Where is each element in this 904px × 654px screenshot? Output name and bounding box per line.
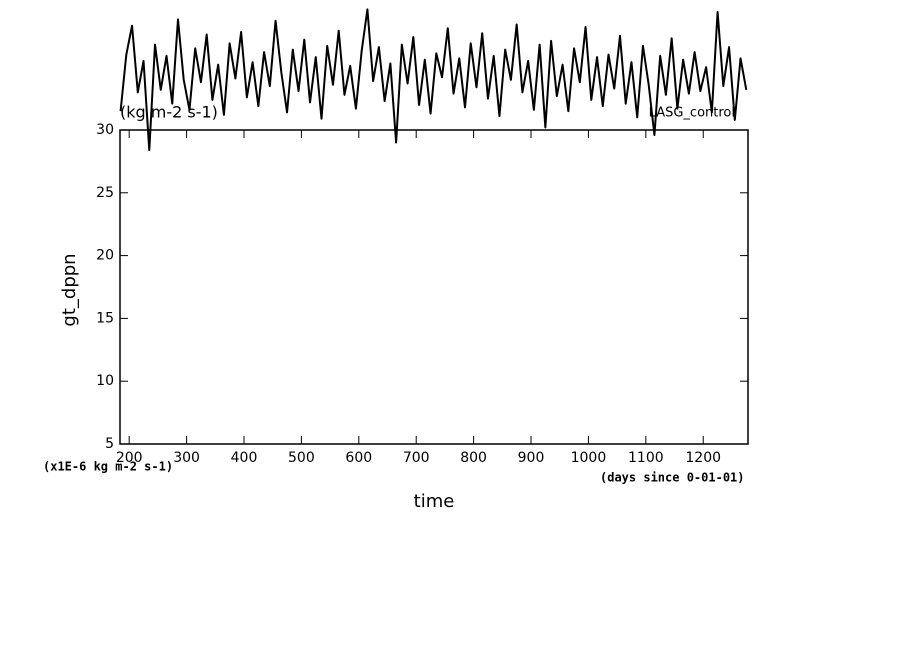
- x-tick-label: 800: [460, 450, 487, 466]
- annotation: LASG_control: [649, 106, 735, 121]
- x-tick-label: 900: [518, 450, 545, 466]
- y-tick-label: 25: [96, 185, 114, 201]
- x-tick-label: 300: [173, 450, 200, 466]
- x-tick-label: 1000: [571, 450, 607, 466]
- x-tick-label: 1200: [685, 450, 721, 466]
- x-tick-label: 600: [345, 450, 372, 466]
- series-line: [119, 8, 748, 152]
- x-tick-label: 700: [403, 450, 430, 466]
- y-tick-label: 5: [105, 436, 114, 452]
- y-tick-label: 30: [96, 122, 114, 138]
- y-axis-label: gt_dppn: [59, 253, 80, 326]
- x-unit: (days since 0-01-01): [600, 471, 745, 485]
- x-tick-label: 500: [288, 450, 315, 466]
- x-tick-label: 1100: [628, 450, 664, 466]
- y-unit: (x1E-6 kg m-2 s-1): [43, 460, 173, 474]
- chart-subtitle: (kg m-2 s-1): [120, 103, 218, 122]
- plot-frame: [119, 129, 749, 445]
- y-tick-label: 20: [96, 248, 114, 264]
- y-tick-label: 10: [96, 373, 114, 389]
- x-axis-label: time: [414, 491, 455, 512]
- x-tick-label: 400: [231, 450, 258, 466]
- y-tick-label: 15: [96, 310, 114, 326]
- x-tick-label: 200: [116, 450, 143, 466]
